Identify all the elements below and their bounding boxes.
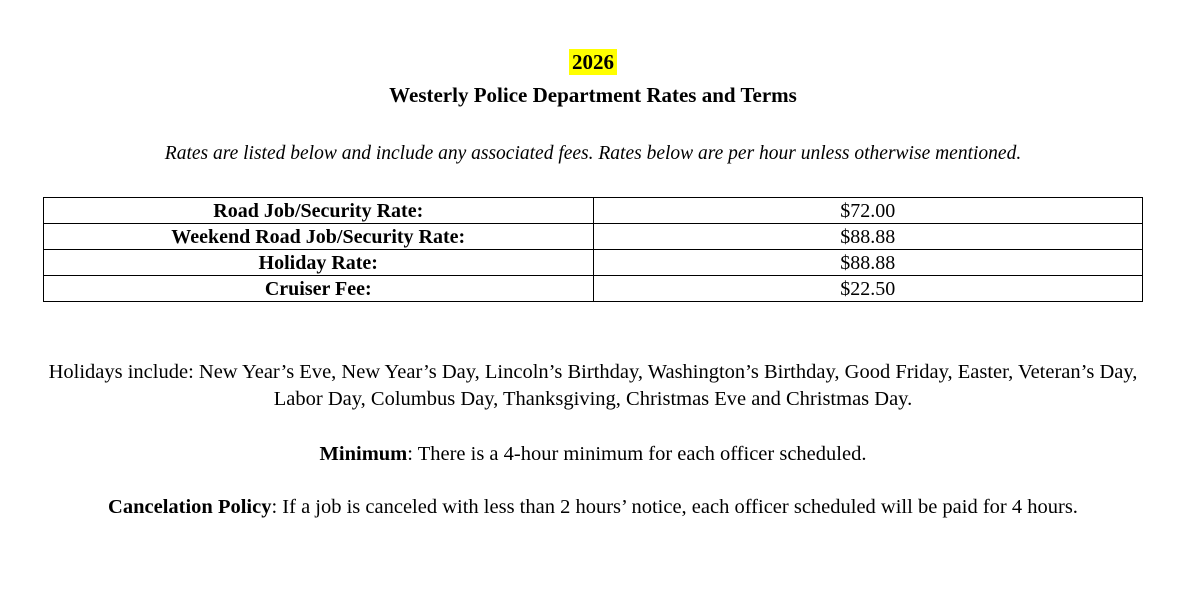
rates-note: Rates are listed below and include any a… (164, 143, 1022, 164)
minimum-text: : There is a 4-hour minimum for each off… (407, 443, 867, 465)
rate-label: Holiday Rate: (43, 249, 594, 276)
page-title: Westerly Police Department Rates and Ter… (389, 83, 797, 107)
rate-value: $72.00 (592, 197, 1143, 224)
rate-value: $22.50 (592, 275, 1143, 302)
minimum-label: Minimum (319, 443, 408, 465)
minimum-paragraph: Minimum: There is a 4-hour minimum for e… (0, 441, 1186, 467)
rates-table: Road Job/Security Rate: $72.00 Weekend R… (43, 197, 1143, 302)
cancelation-label: Cancelation Policy (108, 496, 272, 518)
cancelation-paragraph: Cancelation Policy: If a job is canceled… (0, 494, 1186, 520)
table-row: Road Job/Security Rate: $72.00 (43, 197, 1143, 224)
rate-value: $88.88 (592, 223, 1143, 250)
rate-value: $88.88 (592, 249, 1143, 276)
table-row: Weekend Road Job/Security Rate: $88.88 (43, 223, 1143, 250)
table-row: Cruiser Fee: $22.50 (43, 275, 1143, 302)
rate-label: Cruiser Fee: (43, 275, 594, 302)
year-highlight: 2026 (569, 49, 617, 75)
table-row: Holiday Rate: $88.88 (43, 249, 1143, 276)
year-heading: 2026 (0, 0, 1186, 76)
holidays-paragraph: Holidays include: New Year’s Eve, New Ye… (48, 361, 1138, 410)
rate-label: Road Job/Security Rate: (43, 197, 594, 224)
cancelation-text: : If a job is canceled with less than 2 … (271, 496, 1078, 518)
rate-label: Weekend Road Job/Security Rate: (43, 223, 594, 250)
